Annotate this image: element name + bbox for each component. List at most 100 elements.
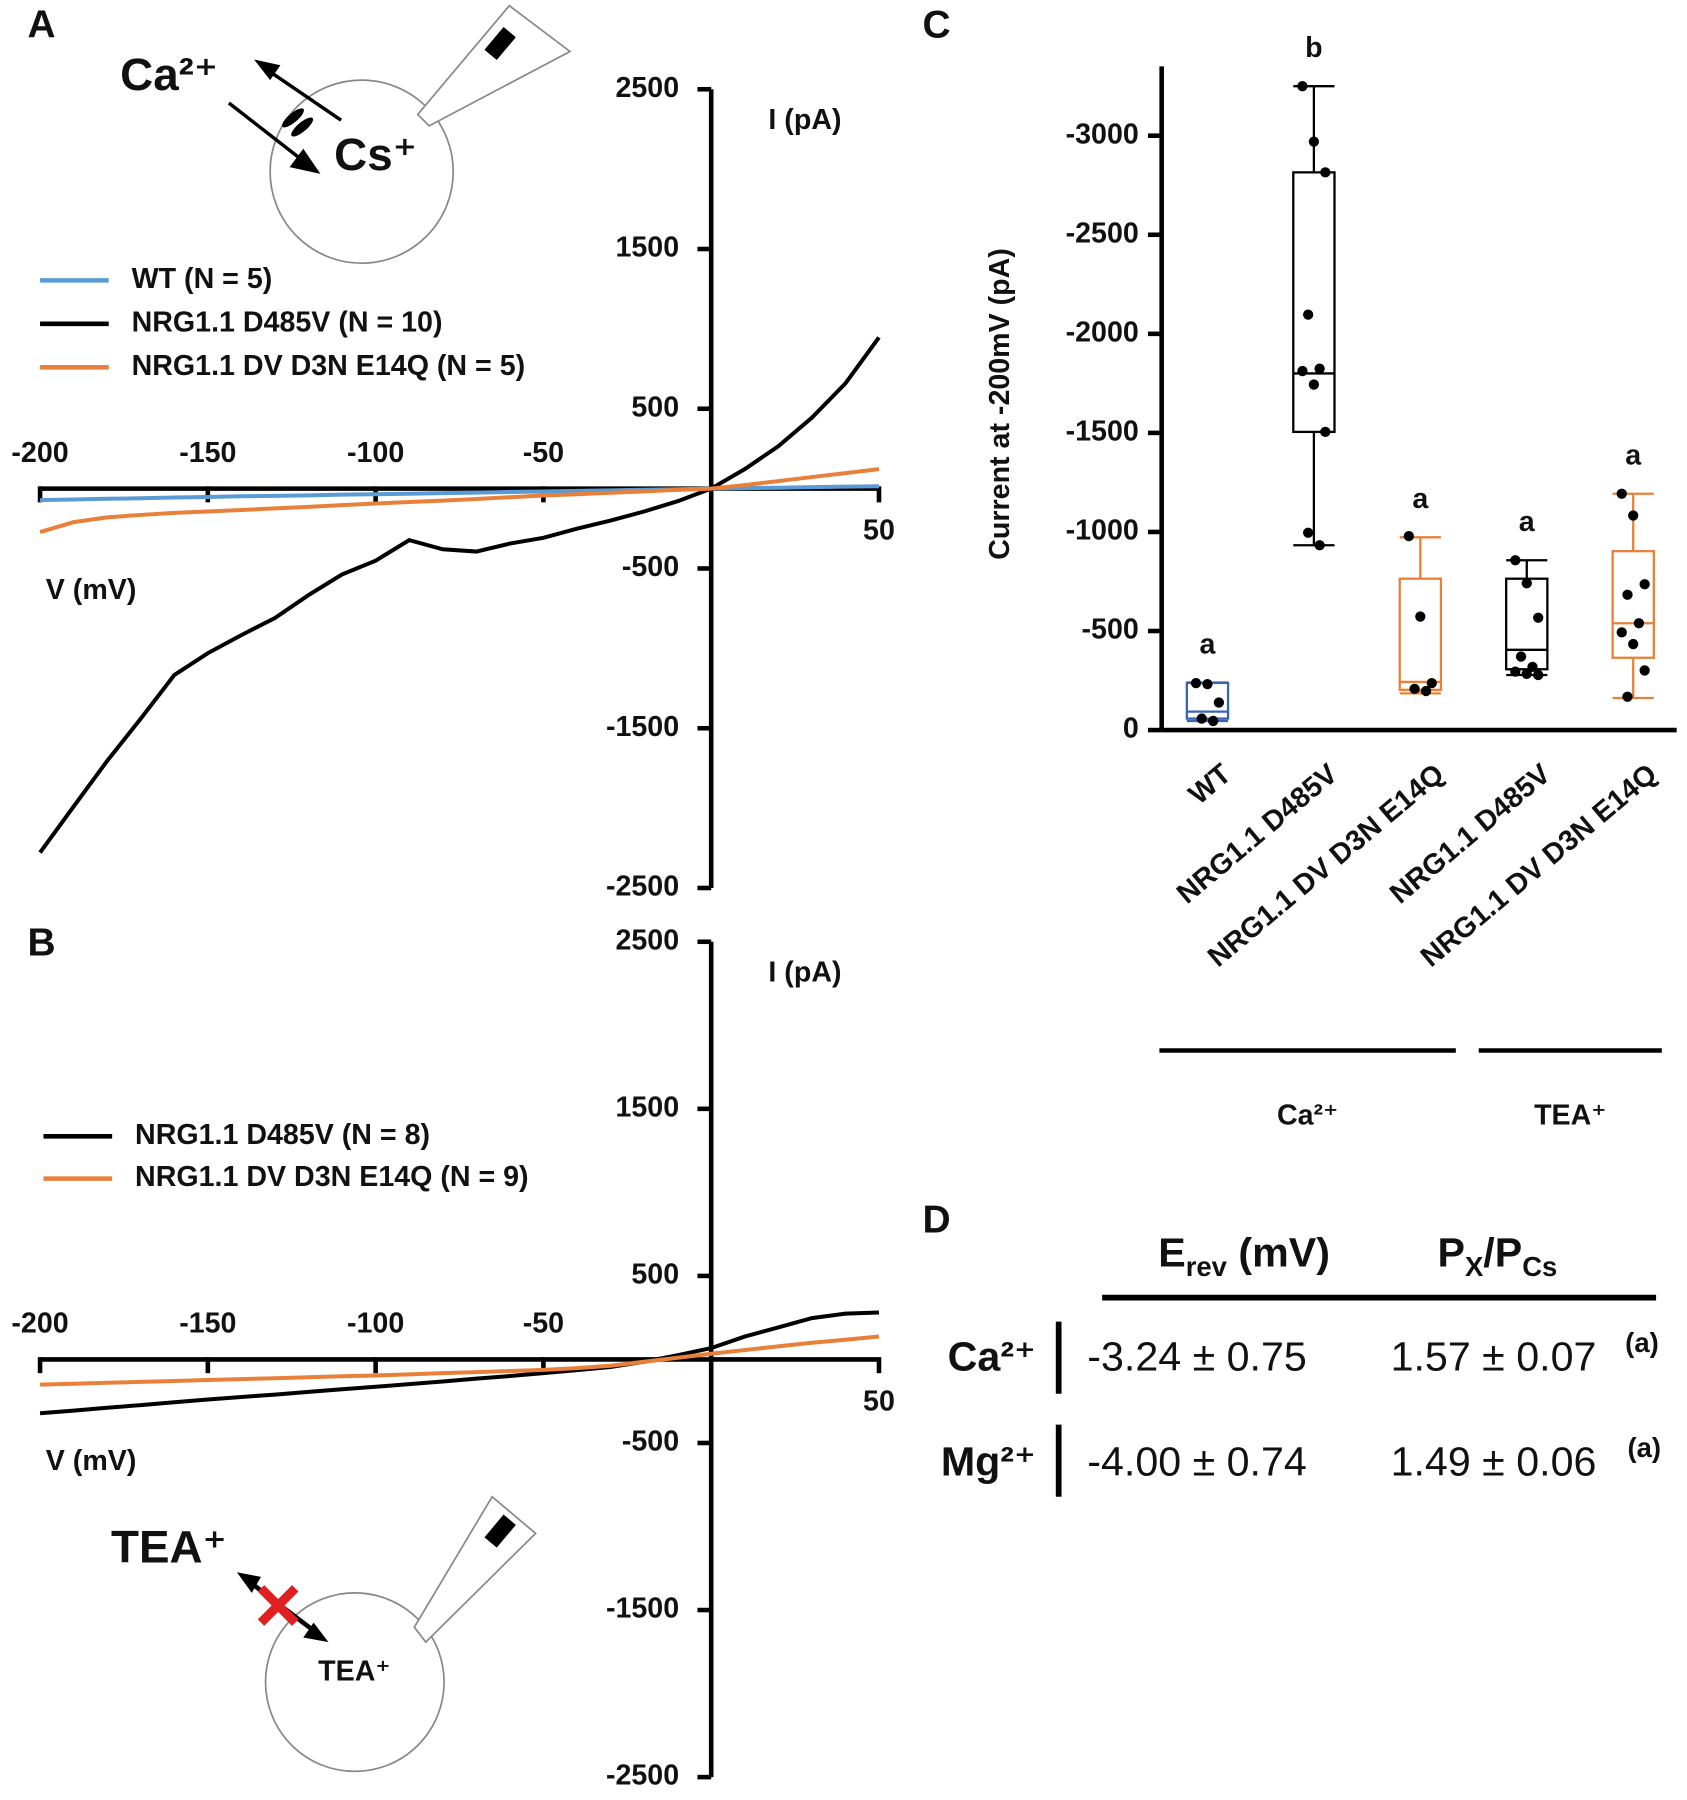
y-tick-label: -2500 (606, 871, 679, 903)
series-line (39, 1310, 880, 1416)
data-point (1196, 713, 1207, 724)
group-letter: a (1412, 483, 1429, 515)
y-tick-label: -3000 (1066, 118, 1139, 150)
x-tick-label: 50 (863, 1385, 895, 1417)
group-letter: a (1199, 628, 1216, 660)
panel-label: D (922, 1198, 950, 1241)
cell-diagram (236, 1495, 537, 1773)
y-tick-label: 2500 (615, 924, 679, 956)
y-tick-label: 1500 (615, 1091, 679, 1123)
series-line (40, 484, 880, 503)
data-point (1515, 651, 1527, 662)
data-point (1622, 589, 1633, 600)
row-label: Mg²⁺ (941, 1439, 1036, 1485)
cell: 1.49 ± 0.06 (1391, 1439, 1597, 1485)
data-point (1616, 488, 1627, 499)
x-tick-label: -200 (11, 437, 68, 469)
x-axis-label: V (mV) (46, 574, 137, 606)
x-tick-label: -50 (523, 1308, 564, 1340)
data-point (1303, 527, 1314, 538)
group-label: Ca²⁺ (1277, 1099, 1338, 1131)
data-point (1409, 683, 1420, 695)
y-tick-label: -2500 (606, 1760, 679, 1792)
header-part: P (1437, 1229, 1464, 1275)
legend-label: NRG1.1 D485V (N = 8) (135, 1119, 430, 1151)
data-point (1213, 697, 1225, 708)
header-part: /P (1483, 1229, 1522, 1275)
y-axis-label: I (pA) (768, 956, 841, 988)
data-point (1628, 510, 1639, 521)
panel-label: C (922, 4, 950, 47)
data-point (1426, 677, 1437, 689)
data-point (1533, 612, 1544, 623)
group-label: TEA⁺ (1534, 1099, 1606, 1131)
y-tick-label: -500 (1082, 614, 1139, 646)
data-point (1297, 81, 1308, 92)
data-point (1510, 666, 1521, 677)
data-point (1639, 665, 1650, 676)
header-part: X (1465, 1251, 1484, 1282)
data-point (1510, 555, 1521, 566)
ion-label: Cs⁺ (334, 129, 417, 180)
y-tick-label: -2500 (1066, 217, 1139, 249)
data-point (1208, 715, 1219, 727)
x-tick-label: -100 (347, 1308, 404, 1340)
panel-label: A (27, 4, 55, 47)
x-tick-label: -150 (179, 437, 236, 469)
data-point (1420, 685, 1432, 697)
x-tick-label: WT (1183, 758, 1238, 811)
y-tick-label: -1000 (1066, 515, 1139, 547)
data-point (1628, 638, 1639, 650)
legend-label: NRG1.1 DV D3N E14Q (N = 5) (132, 350, 526, 382)
box (1505, 577, 1549, 671)
cell-note: (a) (1627, 1432, 1661, 1463)
header-part: (mV) (1227, 1229, 1330, 1275)
cell: -3.24 ± 0.75 (1087, 1333, 1307, 1379)
ion-label: TEA⁺ (111, 1522, 227, 1573)
data-point (1320, 167, 1331, 178)
cell: -4.00 ± 0.74 (1087, 1439, 1307, 1485)
y-tick-label: -1500 (606, 711, 679, 743)
data-point (1314, 363, 1325, 374)
y-tick-label: -2000 (1066, 316, 1139, 348)
y-tick-label: 500 (631, 1258, 679, 1290)
box (1398, 577, 1443, 691)
row-label: Ca²⁺ (948, 1333, 1036, 1379)
table-header: Erev (mV) (1158, 1229, 1330, 1282)
series-line (39, 467, 880, 535)
cell: 1.57 ± 0.07 (1391, 1333, 1597, 1379)
data-point (1320, 426, 1331, 438)
group-letter: a (1625, 440, 1642, 472)
x-tick-label: -100 (347, 437, 404, 469)
ion-label: TEA⁺ (318, 1656, 390, 1688)
x-tick-label: 50 (863, 515, 895, 547)
y-tick-label: -500 (622, 1426, 679, 1458)
data-point (1403, 530, 1415, 542)
series-line (40, 1334, 880, 1387)
series-line (38, 336, 881, 854)
y-tick-label: 1500 (615, 232, 679, 264)
y-tick-label: -500 (622, 551, 679, 583)
y-tick-label: 500 (631, 391, 679, 423)
y-tick-label: -1500 (1066, 415, 1139, 447)
data-point (1622, 691, 1633, 702)
data-point (1533, 669, 1544, 681)
cell-diagram (227, 4, 572, 265)
data-point (1521, 578, 1532, 589)
x-axis-label: V (mV) (46, 1445, 137, 1477)
data-point (1202, 678, 1213, 690)
data-point (1190, 677, 1202, 689)
table-header: PX/PCs (1437, 1229, 1557, 1282)
group-letter: a (1519, 506, 1536, 538)
ion-label: Ca²⁺ (120, 49, 218, 100)
data-point (1639, 579, 1650, 590)
header-part: Cs (1522, 1251, 1557, 1282)
y-tick-label: -1500 (606, 1593, 679, 1625)
panel-label: B (27, 921, 55, 964)
data-point (1303, 309, 1314, 320)
y-tick-label: 0 (1123, 713, 1139, 745)
x-tick-label: -50 (523, 437, 564, 469)
data-point (1415, 611, 1426, 622)
